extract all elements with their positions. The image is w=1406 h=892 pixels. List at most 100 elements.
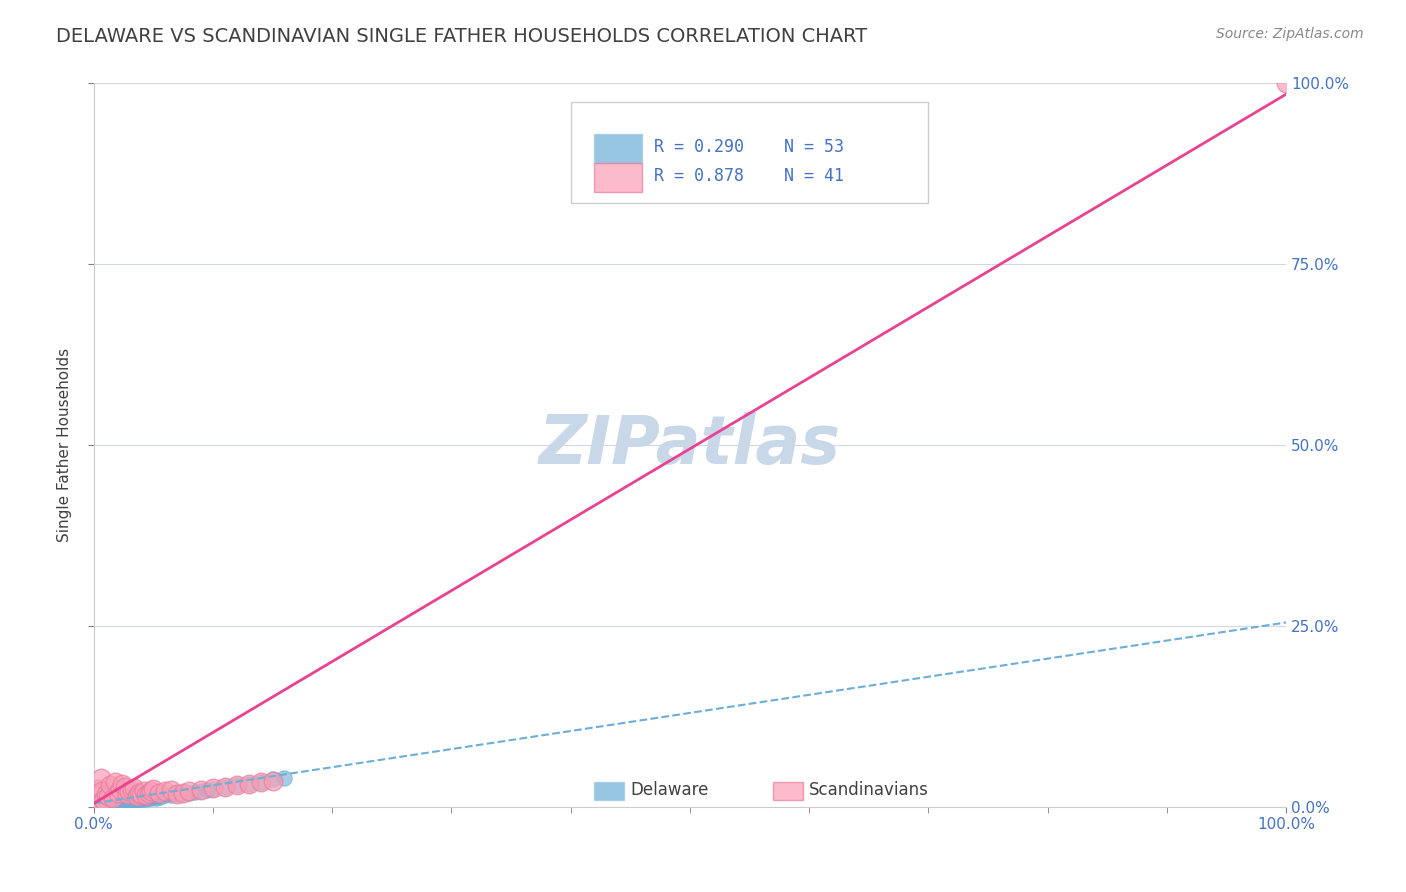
Point xyxy=(1275,77,1298,91)
Point xyxy=(101,791,124,805)
Point xyxy=(177,785,200,799)
Point xyxy=(138,790,160,805)
Point xyxy=(249,774,271,789)
Point xyxy=(91,784,114,798)
Point xyxy=(94,797,117,811)
Point xyxy=(107,796,129,810)
Point xyxy=(90,771,112,785)
Point xyxy=(201,781,224,796)
Point xyxy=(101,797,124,811)
Text: R = 0.878    N = 41: R = 0.878 N = 41 xyxy=(654,167,844,185)
Point xyxy=(98,797,121,811)
Point xyxy=(201,781,224,796)
Point xyxy=(100,797,122,812)
Point xyxy=(146,789,169,804)
Point xyxy=(122,781,145,796)
Point xyxy=(262,772,284,787)
Point xyxy=(166,787,188,801)
Point xyxy=(94,787,117,801)
Point xyxy=(104,795,127,809)
Point xyxy=(138,785,160,799)
Point xyxy=(114,780,136,794)
Point xyxy=(172,786,194,800)
Point xyxy=(128,785,150,799)
Point xyxy=(131,787,153,801)
Point xyxy=(87,799,110,814)
Point xyxy=(97,789,120,804)
Bar xyxy=(595,134,643,163)
Point xyxy=(96,797,118,812)
Point xyxy=(262,773,284,788)
Point xyxy=(91,797,114,811)
Point xyxy=(155,784,177,798)
Point xyxy=(122,793,145,807)
Text: Source: ZipAtlas.com: Source: ZipAtlas.com xyxy=(1216,27,1364,41)
Bar xyxy=(595,163,643,192)
Point xyxy=(114,794,136,808)
Point xyxy=(107,785,129,799)
Text: Delaware: Delaware xyxy=(630,781,709,799)
Point xyxy=(142,789,165,804)
Point xyxy=(108,797,131,811)
Point xyxy=(190,782,212,797)
Text: DELAWARE VS SCANDINAVIAN SINGLE FATHER HOUSEHOLDS CORRELATION CHART: DELAWARE VS SCANDINAVIAN SINGLE FATHER H… xyxy=(56,27,868,45)
Point xyxy=(172,785,194,799)
Point xyxy=(238,777,260,791)
Point xyxy=(214,780,236,795)
Bar xyxy=(595,781,624,800)
Point xyxy=(121,794,143,808)
Point xyxy=(132,791,155,805)
Point xyxy=(214,780,236,794)
Point xyxy=(142,781,165,796)
Point xyxy=(84,798,107,813)
Point xyxy=(91,797,114,812)
Point xyxy=(104,774,127,789)
Point xyxy=(108,781,131,796)
Point xyxy=(84,799,107,814)
Y-axis label: Single Father Households: Single Father Households xyxy=(58,348,72,542)
Point xyxy=(155,789,177,803)
Point xyxy=(89,797,111,811)
Point xyxy=(238,777,260,791)
Point xyxy=(86,798,108,813)
Point xyxy=(145,790,167,805)
Point xyxy=(225,778,247,792)
Point xyxy=(135,792,157,806)
Point xyxy=(105,797,128,811)
Point xyxy=(135,789,157,803)
Point xyxy=(100,778,122,792)
Point xyxy=(89,797,111,812)
Point xyxy=(184,785,207,799)
Point xyxy=(125,793,148,807)
FancyBboxPatch shape xyxy=(571,102,928,202)
Point xyxy=(87,781,110,796)
Text: ZIPatlas: ZIPatlas xyxy=(538,412,841,478)
Point xyxy=(118,784,141,798)
Point xyxy=(225,778,247,792)
Point xyxy=(132,784,155,798)
Text: Scandinavians: Scandinavians xyxy=(808,781,929,799)
Point xyxy=(128,792,150,806)
Point xyxy=(160,782,183,797)
Point xyxy=(111,795,134,809)
Point xyxy=(249,775,271,789)
Point xyxy=(121,782,143,797)
Point xyxy=(91,793,114,807)
Point xyxy=(115,787,138,801)
Bar xyxy=(773,781,803,800)
Point xyxy=(139,791,162,805)
Point xyxy=(149,789,172,804)
Point xyxy=(125,789,148,804)
Point xyxy=(177,784,200,798)
Point xyxy=(111,777,134,791)
Point xyxy=(118,793,141,807)
Point xyxy=(115,795,138,809)
Point xyxy=(90,798,112,813)
Text: R = 0.290    N = 53: R = 0.290 N = 53 xyxy=(654,138,844,156)
Point xyxy=(139,784,162,798)
Point xyxy=(166,787,188,801)
Point xyxy=(190,784,212,798)
Point xyxy=(112,796,135,810)
Point xyxy=(93,798,115,813)
Point xyxy=(131,793,153,807)
